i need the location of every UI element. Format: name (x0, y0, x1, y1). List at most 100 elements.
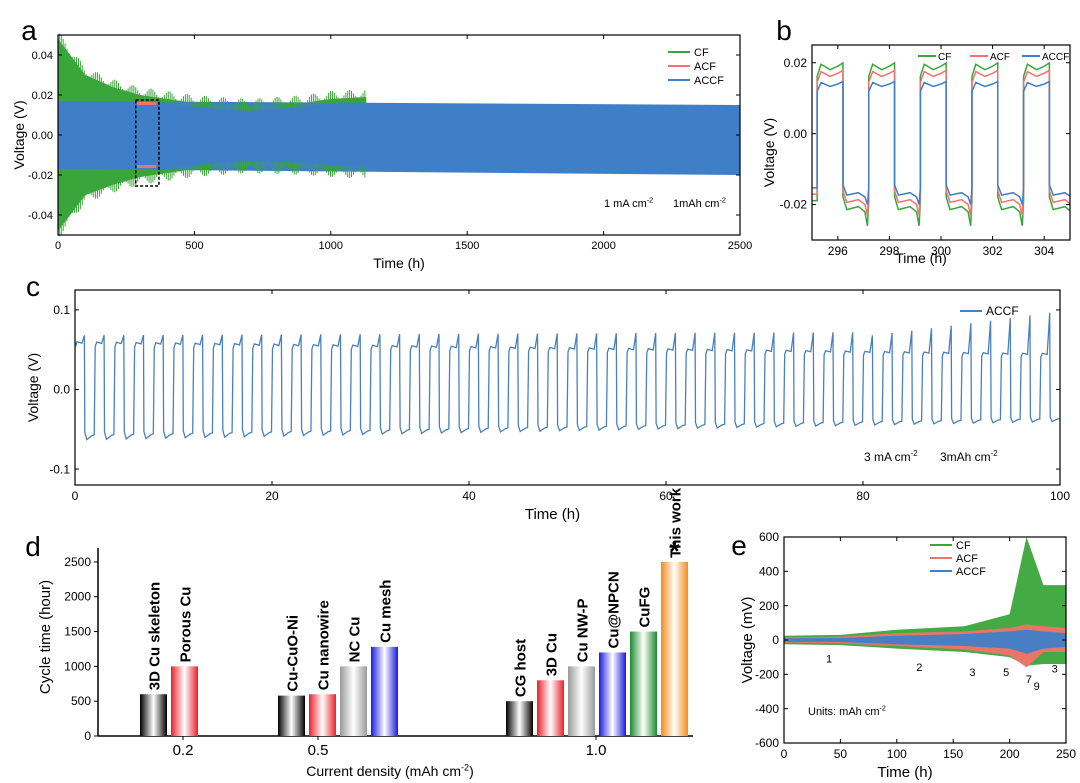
y-tick-label: 2000 (64, 590, 91, 604)
bar-label: Cu mesh (378, 580, 395, 643)
annotation-units-e: Units: mAh cm-2 (808, 705, 886, 718)
legend-label: ACF (956, 553, 978, 565)
bar-cu-nanowire (309, 694, 336, 736)
y-tick-label: 0.00 (784, 127, 808, 141)
bar-label: Porous Cu (178, 587, 195, 663)
x-axis-label-a: Time (h) (373, 255, 425, 271)
x-tick-label: 304 (1034, 244, 1054, 258)
y-tick-label: 500 (71, 694, 91, 708)
legend-label: ACF (990, 52, 1010, 63)
y-tick-label: 0 (772, 633, 779, 647)
x-axis-label-c: Time (h) (525, 506, 580, 523)
bar-cu-cuo-ni (278, 695, 305, 736)
y-tick-label: 600 (759, 530, 779, 544)
y-tick-label: -0.02 (28, 170, 53, 182)
band-accf (58, 101, 740, 175)
y-tick-label: -400 (755, 702, 779, 716)
bar-label: 3D Cu (544, 633, 561, 676)
x-tick-label: 296 (828, 244, 848, 258)
x-tick-label: 80 (856, 489, 870, 503)
step-label: 7 (1026, 674, 1032, 686)
legend-label: CF (938, 52, 951, 63)
annotation-current-c: 3 mA cm-2 (864, 449, 918, 464)
x-tick-label: 298 (879, 244, 899, 258)
bar-label: Cu NW-P (575, 599, 592, 663)
acf-strip-bottom (137, 165, 157, 168)
panel-label-c: c (26, 271, 40, 302)
axes-c: 0 20 40 60 80 100 -0.1 0.0 0.1 (49, 289, 1070, 503)
y-tick-label: 0.04 (32, 50, 53, 62)
bar-cufg (630, 631, 657, 736)
y-axis-label-d: Cycle time (hour) (37, 580, 54, 694)
bar-label: 3D Cu skeleton (147, 582, 164, 690)
x-tick-label: 0 (55, 240, 61, 252)
bar-nc-cu (340, 666, 367, 736)
annotation-capacity-c: 3mAh cm-2 (940, 449, 998, 464)
x-tick-label: 150 (943, 747, 963, 761)
legend-label: CF (956, 540, 971, 552)
x-tick-label: 50 (834, 747, 848, 761)
step-label: 9 (1034, 681, 1040, 693)
x-tick-label: 2500 (728, 240, 752, 252)
group-label: 0.5 (308, 742, 329, 759)
x-tick-label: 302 (983, 244, 1003, 258)
x-tick-label: 0 (72, 489, 79, 503)
annotation-current-a: 1 mA cm-2 (604, 197, 653, 210)
x-tick-label: 200 (1000, 747, 1020, 761)
bar-label: Cu nanowire (316, 600, 333, 690)
y-tick-label: -0.04 (28, 210, 53, 222)
x-tick-label: 60 (659, 489, 673, 503)
x-tick-label: 2000 (591, 240, 615, 252)
legend-label: ACF (694, 61, 716, 73)
y-tick-label: 0.0 (53, 383, 70, 397)
x-tick-label: 20 (265, 489, 279, 503)
bar-3d-cu (537, 680, 564, 736)
bar-label: This work (668, 487, 685, 558)
y-tick-label: -600 (755, 736, 779, 750)
y-axis-label-e: Voltage (mV) (739, 597, 756, 684)
cf-noise (58, 33, 366, 237)
y-tick-label: 1500 (64, 625, 91, 639)
y-tick-label: 0.1 (53, 303, 70, 317)
axes-b: 296 298 300 302 304 -0.02 0.00 0.02 (780, 44, 1071, 258)
y-tick-label: 1000 (64, 659, 91, 673)
acf-strip-top (137, 102, 157, 105)
axes-e: 0 50 100 150 200 250 -600 -400 -200 0 200 400 600 (755, 530, 1076, 761)
x-axis-label-e: Time (h) (877, 764, 932, 781)
y-tick-label: -200 (755, 668, 779, 682)
bar-label: CuFG (637, 587, 654, 628)
y-axis-label-c: Voltage (V) (25, 353, 41, 422)
bar-cu-mesh (371, 646, 398, 736)
y-tick-label: 400 (759, 565, 779, 579)
line-b-accf (812, 80, 1070, 205)
bar-cu-nw-p (568, 666, 595, 736)
x-tick-label: 1000 (319, 240, 343, 252)
axes-a: 0 500 1000 1500 2000 2500 -0.04 -0.02 0.00 0.02 0.… (28, 34, 752, 252)
legend-label: ACCF (1042, 52, 1069, 63)
y-tick-label: 0.00 (32, 130, 53, 142)
bar-label: Cu-CuO-Ni (285, 615, 302, 692)
x-tick-label: 500 (185, 240, 203, 252)
y-tick-label: 0.02 (32, 90, 53, 102)
bar-label: Cu@NPCN (606, 571, 623, 648)
step-label: 2 (916, 662, 922, 674)
panel-label-d: d (25, 531, 41, 562)
bar-cu-npcn (599, 652, 626, 736)
panel-label-e: e (731, 530, 747, 561)
step-label: 3 (969, 667, 975, 679)
x-tick-label: 1500 (455, 240, 479, 252)
bar-label: NC Cu (347, 617, 364, 663)
lines-b (812, 61, 1070, 226)
step-label: 3 (1052, 664, 1058, 676)
legend-c: ACCF (960, 304, 1019, 318)
step-label: 5 (1003, 667, 1009, 679)
group-label: 0.2 (173, 742, 194, 759)
bar-label: CG host (513, 639, 530, 697)
panel-label-b: b (776, 15, 792, 46)
plot-frame-c (74, 289, 1061, 486)
x-axis-label-b: Time (h) (895, 250, 947, 266)
x-tick-label: 250 (1056, 747, 1076, 761)
star-marker: * (669, 536, 680, 566)
y-tick-label: 0 (84, 729, 91, 743)
